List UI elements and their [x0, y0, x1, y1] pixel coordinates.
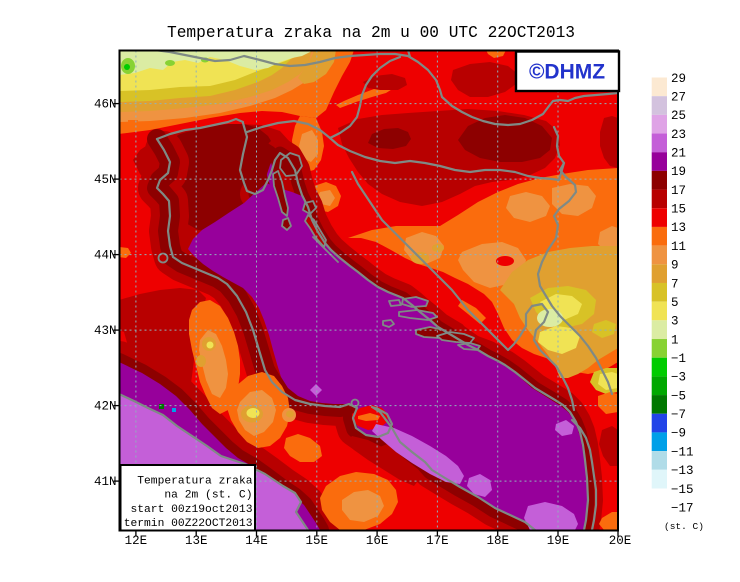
svg-text:9: 9: [671, 259, 679, 273]
svg-text:23: 23: [671, 128, 686, 142]
svg-text:45N: 45N: [94, 173, 117, 187]
svg-text:−1: −1: [671, 352, 686, 366]
svg-text:start 00z19oct2013: start 00z19oct2013: [130, 504, 252, 516]
svg-text:43N: 43N: [94, 324, 117, 338]
svg-text:−5: −5: [671, 389, 686, 403]
svg-text:7: 7: [671, 277, 679, 291]
svg-text:−13: −13: [671, 464, 694, 478]
svg-text:11: 11: [671, 240, 686, 254]
svg-text:na 2m (st. C): na 2m (st. C): [164, 490, 252, 502]
svg-text:17E: 17E: [426, 534, 449, 548]
svg-text:18E: 18E: [486, 534, 509, 548]
svg-text:3: 3: [671, 315, 679, 329]
svg-text:termin 00Z22OCT2013: termin 00Z22OCT2013: [124, 518, 253, 530]
svg-text:27: 27: [671, 91, 686, 105]
svg-text:42N: 42N: [94, 400, 117, 414]
svg-text:5: 5: [671, 296, 679, 310]
svg-text:13E: 13E: [185, 534, 208, 548]
svg-text:−3: −3: [671, 371, 686, 385]
svg-text:−7: −7: [671, 408, 686, 422]
svg-text:29: 29: [671, 72, 686, 86]
svg-text:−15: −15: [671, 483, 694, 497]
svg-text:46N: 46N: [94, 98, 117, 112]
svg-text:17: 17: [671, 184, 686, 198]
svg-text:13: 13: [671, 221, 686, 235]
svg-text:16E: 16E: [366, 534, 389, 548]
svg-text:21: 21: [671, 147, 686, 161]
svg-text:44N: 44N: [94, 249, 117, 263]
svg-text:−17: −17: [671, 501, 694, 515]
svg-text:(st. C): (st. C): [664, 521, 704, 532]
svg-text:−9: −9: [671, 427, 686, 441]
svg-text:12E: 12E: [125, 534, 148, 548]
svg-text:Temperatura zraka na 2m u 00 U: Temperatura zraka na 2m u 00 UTC 22OCT20…: [167, 24, 575, 42]
svg-text:20E: 20E: [609, 534, 632, 548]
svg-text:15E: 15E: [306, 534, 329, 548]
svg-text:1: 1: [671, 333, 679, 347]
svg-text:©DHMZ: ©DHMZ: [529, 61, 605, 84]
svg-text:Temperatura zraka: Temperatura zraka: [137, 476, 252, 488]
svg-text:41N: 41N: [94, 475, 117, 489]
svg-text:19E: 19E: [547, 534, 570, 548]
svg-text:−11: −11: [671, 445, 694, 459]
svg-text:25: 25: [671, 109, 686, 123]
svg-text:15: 15: [671, 203, 686, 217]
svg-text:19: 19: [671, 165, 686, 179]
svg-text:14E: 14E: [245, 534, 268, 548]
